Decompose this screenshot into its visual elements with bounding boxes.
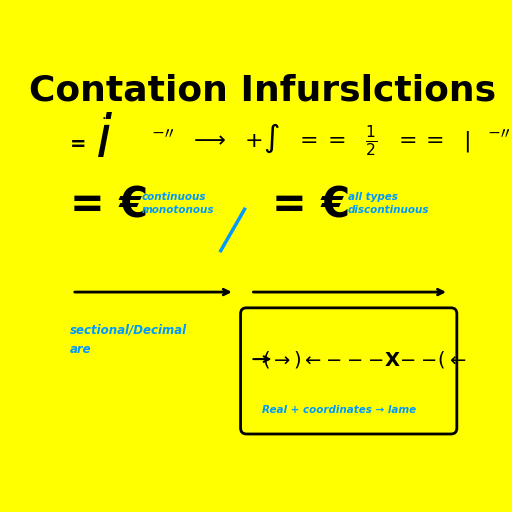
Text: $\cdot$: $\cdot$ bbox=[101, 110, 106, 123]
Text: continuous: continuous bbox=[141, 193, 206, 202]
FancyBboxPatch shape bbox=[241, 308, 457, 434]
Text: $(\rightarrow)\leftarrow\!-\!-\!-\!\mathbf{X}\!-\!-\!(\leftarrow$: $(\rightarrow)\leftarrow\!-\!-\!-\!\math… bbox=[262, 349, 467, 370]
Text: Real + coordinates → lame: Real + coordinates → lame bbox=[262, 406, 417, 415]
Text: = €: = € bbox=[70, 184, 148, 226]
Text: = €: = € bbox=[272, 184, 351, 226]
Text: $^{-\prime\prime}$  $\longrightarrow$  $+\int$  $==$  $\frac{1}{2}$  $==$  $|$  : $^{-\prime\prime}$ $\longrightarrow$ $+\… bbox=[152, 122, 511, 159]
Text: $\mathit{i}$: $\mathit{i}$ bbox=[95, 112, 113, 169]
Text: discontinuous: discontinuous bbox=[348, 205, 429, 216]
Text: sectional/Decimal: sectional/Decimal bbox=[70, 323, 187, 336]
Text: monotonous: monotonous bbox=[141, 205, 214, 216]
Text: =: = bbox=[70, 135, 87, 154]
Text: are: are bbox=[70, 343, 92, 356]
Text: Contation Infurslctions: Contation Infurslctions bbox=[29, 73, 496, 108]
Text: all types: all types bbox=[348, 193, 398, 202]
